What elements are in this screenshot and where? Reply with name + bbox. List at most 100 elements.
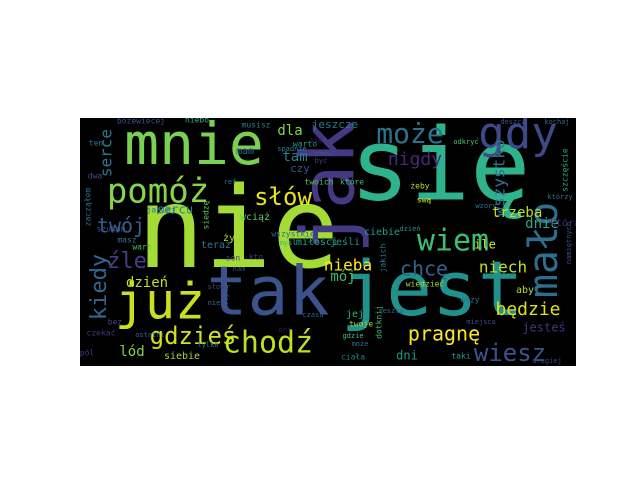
cloud-word: siedzę (202, 200, 211, 229)
cloud-word: zacząłem (84, 188, 93, 227)
cloud-word: pól (80, 348, 94, 358)
cloud-word: twoje (349, 320, 373, 329)
cloud-word: którą (550, 217, 576, 229)
cloud-word: czekać (87, 328, 116, 338)
cloud-word: miejsca (466, 318, 496, 326)
cloud-word: będzie (495, 299, 560, 320)
cloud-word: dzień (126, 275, 168, 291)
cloud-word: ref (224, 178, 237, 186)
cloud-word: nigdy (388, 149, 442, 170)
cloud-word: jakich (379, 243, 388, 272)
cloud-word: mój (330, 269, 355, 285)
cloud-word: ten (89, 139, 104, 148)
cloud-word: nie (137, 164, 339, 294)
cloud-word: jej (346, 309, 364, 320)
cloud-word: mam (236, 146, 254, 157)
cloud-word: żeby (410, 182, 429, 191)
cloud-word: nam (233, 265, 246, 273)
cloud-word: stopią (222, 284, 230, 309)
cloud-word: tak (207, 253, 330, 332)
cloud-word: jesteś (522, 321, 565, 335)
cloud-word: masz (117, 236, 136, 245)
cloud-word: odkryć (453, 138, 478, 146)
cloud-word: lód (119, 344, 144, 360)
cloud-word: znów (315, 150, 333, 158)
cloud-word: już (115, 273, 205, 331)
cloud-word: siebie (164, 351, 200, 362)
cloud-word: swą (417, 196, 432, 205)
cloud-word: serce (97, 129, 116, 177)
cloud-word: pomóż (107, 172, 209, 212)
cloud-word: szukam (97, 225, 126, 234)
cloud-word: reszta (378, 307, 403, 315)
cloud-word: taki (451, 352, 470, 361)
cloud-word: pragnę (408, 322, 480, 346)
cloud-word: kochaj (544, 118, 569, 126)
cloud-word: twoich (305, 178, 334, 187)
cloud-word: jak (286, 120, 372, 254)
cloud-word: szczęście (560, 148, 570, 192)
cloud-word: wszystkie (271, 230, 315, 239)
cloud-word: którzy (547, 193, 572, 201)
cloud-word: wiem (417, 224, 489, 259)
cloud-word: się (310, 136, 323, 144)
cloud-word: dla (277, 123, 302, 139)
cloud-word: się (350, 118, 531, 223)
cloud-word: gdy (478, 118, 557, 159)
cloud-word: wiesz (474, 339, 546, 366)
cloud-word: oni (279, 326, 292, 334)
cloud-word: nie (208, 299, 221, 307)
cloud-word: nieba (324, 256, 372, 275)
cloud-word: sercu (157, 203, 193, 217)
cloud-word: słowa (207, 283, 228, 291)
cloud-word: dzień (399, 225, 420, 233)
cloud-word: mało (521, 202, 567, 298)
cloud-word: złe (296, 147, 309, 155)
cloud-word: dwa (88, 172, 103, 181)
cloud-word: trzeba (492, 205, 543, 221)
cloud-word: dni (396, 349, 418, 363)
cloud-word: wzory (475, 202, 496, 210)
cloud-word: może (376, 118, 443, 150)
cloud-word: jeszcze (312, 118, 358, 131)
cloud-word: gdzieś (150, 322, 237, 350)
cloud-word: wszystko (490, 139, 509, 216)
cloud-word: dotknij (375, 305, 384, 339)
cloud-word: warto (293, 140, 317, 149)
cloud-word: drugiej (532, 357, 562, 365)
cloud-word: ostatni (135, 331, 165, 339)
cloud-word: być (315, 157, 328, 165)
cloud-word: niebo (185, 118, 209, 125)
cloud-word: życ (223, 233, 241, 244)
cloud-word: myśl (280, 239, 297, 247)
cloud-word: deszcz (500, 118, 525, 126)
cloud-word: oczy (460, 296, 479, 305)
cloud-word: ciebie (364, 227, 400, 238)
cloud-word: chcę (400, 257, 448, 281)
cloud-word: niech (479, 258, 527, 277)
cloud-word: które (340, 177, 364, 187)
cloud-word: ile (474, 238, 496, 252)
cloud-word: namiętnych (565, 222, 573, 264)
word-cloud-panel: się nie jest tak jak mnie już pomóż gdy może chodź… (80, 118, 576, 366)
cloud-word: źle (107, 249, 147, 274)
cloud-word: jakiej (147, 206, 176, 215)
cloud-word: jeśli (330, 236, 360, 248)
cloud-word: sen (226, 254, 241, 263)
cloud-word: wiedzieć (406, 279, 445, 289)
cloud-word: wart (132, 243, 151, 252)
cloud-word: twój (97, 214, 145, 238)
cloud-word: kiedy (87, 254, 112, 320)
cloud-word: mnie (124, 118, 264, 178)
cloud-word: gdzie (342, 332, 363, 340)
cloud-word: kto (249, 253, 264, 262)
cloud-word: spadnie (277, 145, 307, 153)
cloud-word: bez (108, 318, 123, 327)
cloud-word: teraz (201, 240, 231, 251)
cloud-word: może (352, 340, 369, 348)
cloud-word: aby (516, 285, 534, 296)
cloud-word: czy (290, 162, 310, 175)
cloud-word: bożewiecej (117, 118, 165, 126)
cloud-word: chodź (223, 326, 313, 361)
cloud-word: czasu (302, 311, 323, 319)
